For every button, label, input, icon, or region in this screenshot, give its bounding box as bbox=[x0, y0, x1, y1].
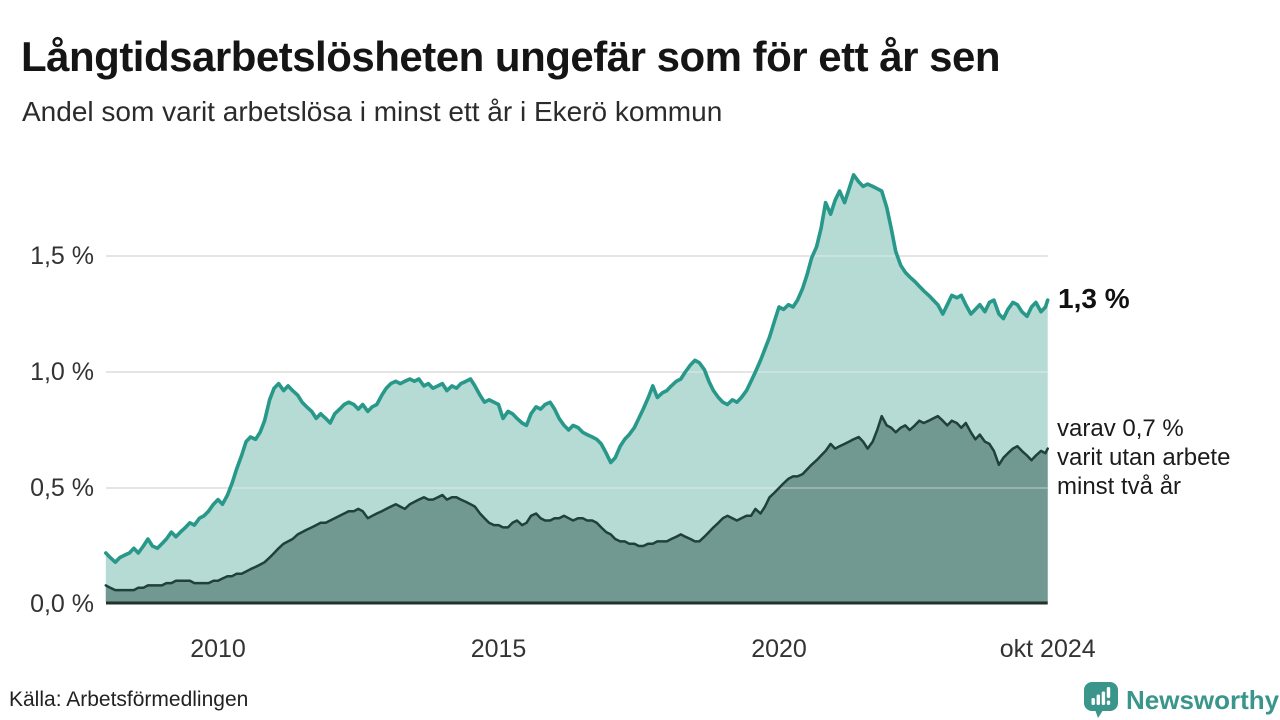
logo-bar-2 bbox=[1096, 694, 1100, 705]
logo-bubble-shape bbox=[1084, 682, 1118, 718]
x-axis-tick-label: 2015 bbox=[470, 635, 527, 663]
logo-bar-3 bbox=[1101, 691, 1106, 705]
gridlines-overlay bbox=[106, 255, 1048, 489]
logo-exclamation-bar bbox=[1106, 687, 1111, 698]
page-title: Långtidsarbetslösheten ungefär som för e… bbox=[21, 33, 1001, 81]
area-min-two-years bbox=[105, 416, 1048, 602]
logo-exclamation-dot bbox=[1106, 700, 1111, 705]
line-min-two-years bbox=[104, 414, 1049, 592]
y-axis-tick-label: 0,5 % bbox=[30, 474, 94, 502]
newsworthy-logo: Newsworthy bbox=[1084, 682, 1279, 718]
end-value-label: 1,3 % bbox=[1058, 283, 1130, 314]
series2-annotation-line2: varit utan arbete bbox=[1057, 444, 1231, 471]
series2-annotation-line3: minst två år bbox=[1057, 473, 1182, 500]
source-note: Källa: Arbetsförmedlingen bbox=[9, 688, 249, 711]
series2-annotation-line1: varav 0,7 % bbox=[1057, 415, 1184, 442]
series2-annotation: varav 0,7 % varit utan arbete minst två … bbox=[1057, 414, 1230, 501]
logo-bar-1 bbox=[1091, 698, 1095, 705]
y-axis-tick-label: 1,5 % bbox=[30, 242, 94, 270]
x-axis-tick-label: 2020 bbox=[751, 635, 807, 663]
line-min-one-year bbox=[104, 173, 1050, 565]
chart-subtitle: Andel som varit arbetslösa i minst ett å… bbox=[22, 96, 723, 127]
newsworthy-logo-text: Newsworthy bbox=[1126, 684, 1280, 715]
x-axis-tick-label: okt 2024 bbox=[999, 635, 1096, 663]
x-axis-tick-label: 2010 bbox=[190, 635, 246, 663]
newsworthy-logo-icon bbox=[1084, 682, 1118, 718]
y-axis-tick-label: 0,0 % bbox=[30, 590, 94, 618]
y-axis-tick-label: 1,0 % bbox=[30, 358, 94, 386]
